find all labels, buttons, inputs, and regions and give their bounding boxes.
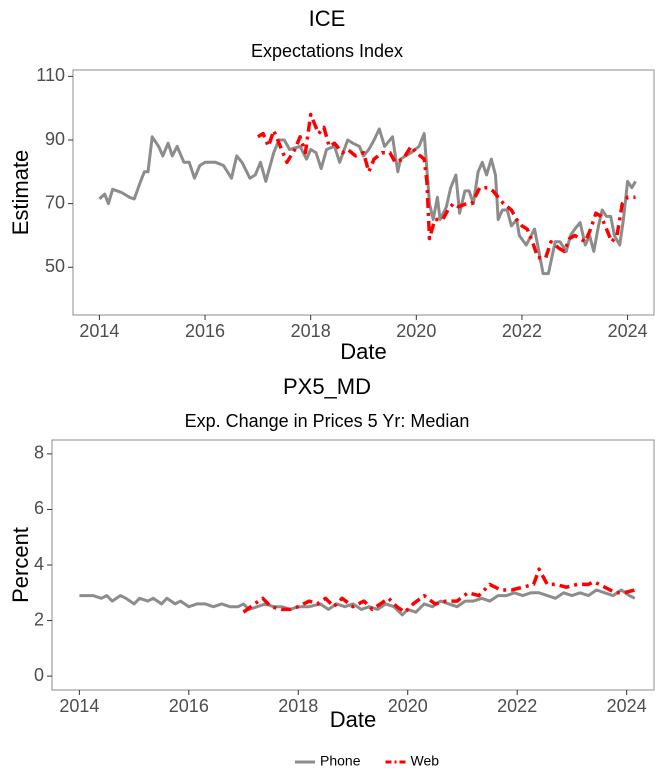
- x-tick-label: 2018: [278, 696, 318, 716]
- x-tick-label: 2020: [388, 696, 428, 716]
- x-tick-label: 2024: [607, 696, 647, 716]
- y-axis-title: Percent: [8, 527, 33, 603]
- y-axis-title: Estimate: [8, 150, 33, 236]
- y-tick-label: 6: [34, 498, 44, 518]
- legend-label: Phone: [320, 753, 361, 769]
- chart-title: PX5_MD: [283, 374, 371, 399]
- legend-label: Web: [410, 753, 439, 769]
- plot-frame: [72, 69, 655, 316]
- chart-subtitle: Exp. Change in Prices 5 Yr: Median: [185, 411, 470, 431]
- series-line: [256, 112, 636, 260]
- plot-frame: [51, 439, 655, 691]
- y-tick-label: 0: [34, 665, 44, 685]
- y-tick-label: 70: [45, 192, 65, 212]
- y-tick-label: 50: [45, 256, 65, 276]
- chart-title: ICE: [309, 6, 346, 31]
- x-tick-label: 2016: [185, 321, 225, 341]
- y-tick-label: 2: [34, 609, 44, 629]
- y-tick-label: 4: [34, 554, 44, 574]
- chart-subtitle: Expectations Index: [251, 41, 403, 61]
- y-tick-label: 110: [36, 65, 65, 85]
- x-tick-label: 2024: [608, 321, 648, 341]
- x-axis-title: Date: [340, 339, 386, 364]
- x-tick-label: 2020: [396, 321, 436, 341]
- y-tick-label: 90: [45, 129, 65, 149]
- x-axis-title: Date: [330, 707, 376, 732]
- x-tick-label: 2022: [497, 696, 537, 716]
- series-line: [98, 127, 637, 276]
- x-tick-label: 2018: [291, 321, 331, 341]
- series-line: [242, 567, 636, 614]
- series-line: [79, 588, 636, 617]
- x-tick-label: 2014: [79, 321, 119, 341]
- y-tick-label: 8: [34, 443, 44, 463]
- x-tick-label: 2016: [169, 696, 209, 716]
- x-tick-label: 2014: [59, 696, 99, 716]
- x-tick-label: 2022: [502, 321, 542, 341]
